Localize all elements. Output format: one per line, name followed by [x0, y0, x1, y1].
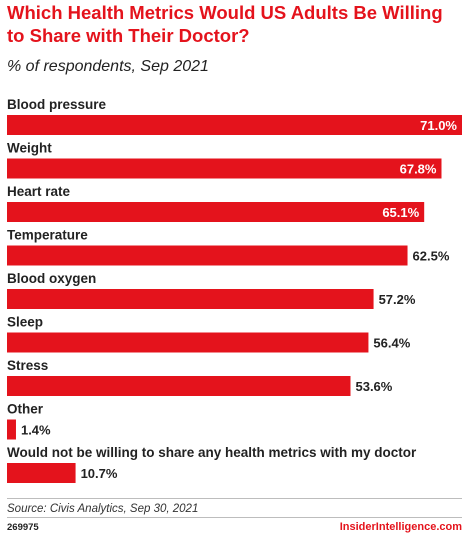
data-label: 57.2% [379, 292, 416, 307]
bar [7, 376, 351, 396]
data-label: 56.4% [373, 336, 410, 351]
chart-subtitle: % of respondents, Sep 2021 [7, 58, 209, 75]
bar [7, 158, 442, 179]
bar [7, 419, 16, 440]
source-note: Source: Civis Analytics, Sep 30, 2021 [7, 503, 199, 515]
data-label: 71.0% [420, 118, 457, 133]
footer-divider [7, 498, 462, 499]
bar [7, 115, 462, 135]
category-label: Blood pressure [7, 97, 107, 112]
brand-logo[interactable]: InsiderIntelligence.com [339, 521, 462, 533]
category-label: Blood oxygen [7, 271, 96, 286]
category-label: Other [7, 402, 44, 417]
chart-title: Which Health Metrics Would US Adults Be … [7, 2, 443, 46]
category-label: Stress [7, 358, 48, 373]
data-label: 65.1% [382, 205, 419, 220]
chart-id: 269975 [7, 522, 39, 533]
category-label: Temperature [7, 228, 88, 243]
data-label: 67.8% [400, 162, 437, 177]
bar [7, 202, 425, 222]
category-label: Would not be willing to share any health… [7, 445, 417, 460]
bar [7, 245, 408, 266]
bar [7, 289, 374, 309]
data-label: 1.4% [21, 423, 51, 438]
category-label: Heart rate [7, 184, 71, 199]
footer-divider-bottom [7, 517, 462, 518]
category-label: Sleep [7, 315, 43, 330]
bar [7, 332, 369, 353]
category-label: Weight [7, 141, 52, 156]
bar [7, 463, 76, 483]
data-label: 53.6% [355, 379, 392, 394]
data-label: 62.5% [413, 249, 450, 264]
data-label: 10.7% [81, 466, 118, 481]
